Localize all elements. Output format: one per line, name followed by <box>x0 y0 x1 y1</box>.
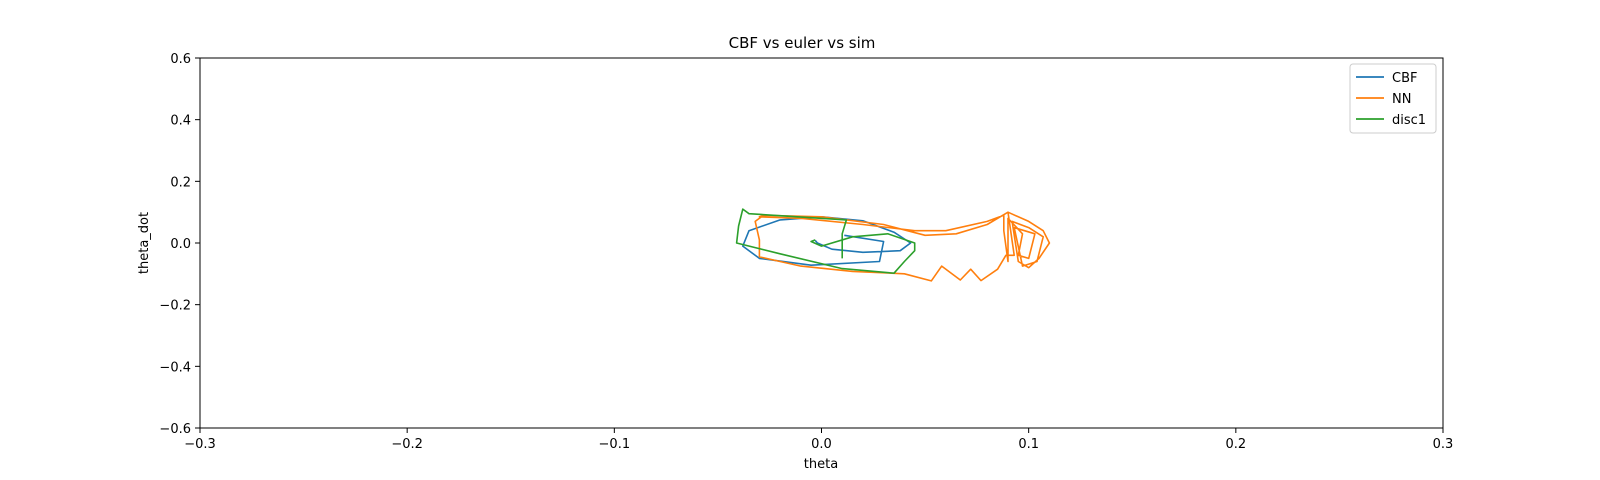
y-tick-label: −0.2 <box>159 299 191 314</box>
x-tick-label: −0.1 <box>599 437 631 452</box>
chart-title: CBF vs euler vs sim <box>729 34 876 52</box>
x-tick-label: 0.0 <box>811 437 832 452</box>
x-tick-label: 0.2 <box>1225 437 1246 452</box>
x-tick-label: −0.3 <box>184 437 216 452</box>
x-tick-label: −0.2 <box>391 437 423 452</box>
legend: CBF NN disc1 <box>1349 63 1437 134</box>
y-tick-label: 0.6 <box>170 52 191 67</box>
x-axis: −0.3 −0.2 −0.1 0.0 0.1 0.2 0.3 <box>184 428 1453 452</box>
x-tick-label: 0.1 <box>1018 437 1039 452</box>
legend-label: disc1 <box>1392 113 1426 128</box>
y-axis: −0.6 −0.4 −0.2 0.0 0.2 0.4 0.6 <box>159 52 200 437</box>
series-line-disc1 <box>735 208 916 275</box>
plot-area <box>735 208 1051 282</box>
x-tick-label: 0.3 <box>1433 437 1454 452</box>
y-tick-label: 0.2 <box>170 175 191 190</box>
legend-box <box>1349 63 1437 134</box>
x-axis-label: theta <box>804 457 838 472</box>
y-tick-label: −0.4 <box>159 360 191 375</box>
y-tick-label: 0.0 <box>170 237 191 252</box>
legend-label: CBF <box>1392 71 1417 86</box>
y-tick-label: −0.6 <box>159 422 191 437</box>
y-axis-label: theta_dot <box>137 212 152 274</box>
series-line-nn <box>754 211 1051 282</box>
y-tick-label: 0.4 <box>170 114 191 129</box>
legend-label: NN <box>1392 92 1411 107</box>
